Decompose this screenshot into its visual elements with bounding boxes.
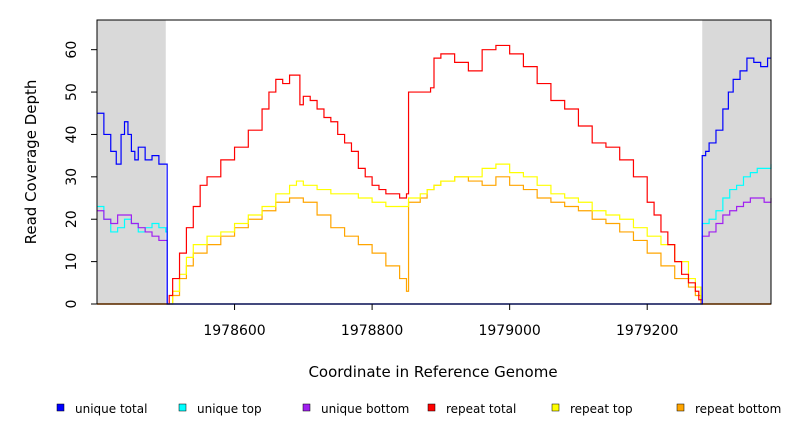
shaded-region-1 [702,20,771,304]
shaded-region-0 [97,20,166,304]
y-tick-label: 40 [64,126,80,144]
x-tick-label: 1978600 [203,323,265,339]
series-line-repeat-bottom [97,176,771,305]
legend-swatch-repeat-total [427,403,436,412]
x-axis: 1978600 1978800 1979000 1979200 [203,304,678,339]
legend: unique total unique top unique bottom repea… [56,402,781,416]
series-line-repeat-total [97,44,771,305]
series-line-unique-bottom [97,197,772,305]
legend-swatch-unique-top [178,403,187,412]
legend-label-repeat-bottom: repeat bottom [695,402,781,416]
y-tick-label: 10 [64,253,80,271]
legend-swatch-repeat-top [551,403,560,412]
x-tick-label: 1979000 [478,323,540,339]
series-line-repeat-top [97,163,771,305]
y-axis-title: Read Coverage Depth [22,80,40,245]
legend-label-repeat-total: repeat total [446,402,516,416]
y-tick-label: 20 [64,210,80,228]
series-lines [97,44,772,305]
y-tick-label: 0 [64,300,80,309]
x-tick-label: 1978800 [341,323,403,339]
shaded-regions [97,20,771,304]
legend-swatch-repeat-bottom [676,403,685,412]
legend-swatch-unique-bottom [302,403,311,412]
plot-frame [96,19,772,305]
x-tick-label: 1979200 [616,323,678,339]
legend-label-repeat-top: repeat top [570,402,633,416]
legend-label-unique-top: unique top [197,402,262,416]
y-tick-label: 30 [64,168,80,186]
legend-label-unique-bottom: unique bottom [321,402,409,416]
y-tick-label: 60 [64,41,80,59]
legend-swatch-unique-total [56,403,65,412]
series-line-unique-total [97,57,771,305]
legend-label-unique-total: unique total [75,402,147,416]
y-axis: 0 10 20 30 40 50 60 [64,41,97,309]
x-axis-title: Coordinate in Reference Genome [308,363,557,381]
y-tick-label: 50 [64,83,80,101]
